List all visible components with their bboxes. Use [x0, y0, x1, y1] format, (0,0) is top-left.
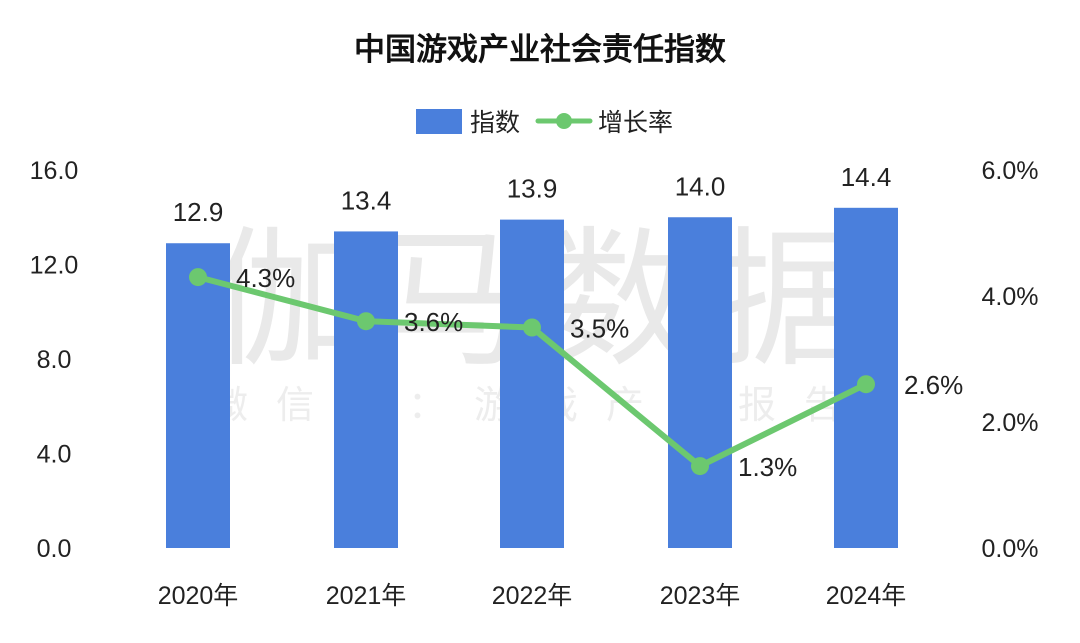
- line-point: [691, 457, 709, 476]
- legend: 指数 增长率: [416, 108, 673, 137]
- chart-title: 中国游戏产业社会责任指数: [354, 32, 726, 68]
- y-left-tick-label: 4.0: [37, 441, 72, 469]
- bar-value-label: 13.4: [341, 185, 392, 215]
- x-tick-label: 2023年: [660, 582, 741, 610]
- y-left-tick-label: 8.0: [37, 346, 72, 374]
- y-left-tick-label: 12.0: [30, 252, 79, 280]
- line-value-label: 4.3%: [236, 263, 295, 293]
- bar-value-label: 13.9: [507, 174, 558, 204]
- x-tick-label: 2024年: [826, 582, 907, 610]
- line-value-label: 2.6%: [904, 370, 963, 400]
- line-value-label: 1.3%: [738, 452, 797, 482]
- data-labels: 12.9 13.4 13.9 14.0 14.4 4.3% 3.6% 3.5% 1.3% 2.6%: [173, 162, 964, 482]
- bar-series: [166, 207, 898, 549]
- bar: [668, 217, 732, 548]
- line-point: [357, 312, 375, 331]
- line-point: [189, 268, 207, 287]
- line-value-label: 3.6%: [404, 307, 463, 337]
- bar: [334, 231, 398, 549]
- x-tick-label: 2022年: [492, 582, 573, 610]
- legend-swatch-bar: [416, 109, 462, 134]
- y-left-tick-label: 16.0: [30, 157, 79, 185]
- line-series: [189, 268, 875, 476]
- bar-value-label: 14.4: [841, 162, 892, 192]
- y-right-tick-label: 0.0%: [982, 535, 1039, 563]
- line-point: [523, 318, 541, 337]
- legend-marker-line: [556, 113, 572, 129]
- bar-value-label: 14.0: [675, 171, 726, 201]
- x-tick-label: 2020年: [158, 582, 239, 610]
- bar: [500, 219, 564, 549]
- y-left-tick-label: 0.0: [37, 535, 72, 563]
- bar-value-label: 12.9: [173, 197, 224, 227]
- bar: [166, 243, 230, 549]
- legend-label-line: 增长率: [598, 108, 673, 137]
- line-point: [857, 375, 875, 394]
- x-tick-label: 2021年: [326, 582, 407, 610]
- legend-label-bar: 指数: [470, 108, 520, 137]
- y-right-tick-label: 2.0%: [982, 409, 1039, 437]
- y-right-tick-label: 4.0%: [982, 283, 1039, 311]
- line-value-label: 3.5%: [570, 314, 629, 344]
- axes: 0.0 4.0 8.0 12.0 16.0 0.0% 2.0% 4.0% 6.0% 2020年 20…: [30, 157, 1039, 610]
- y-right-tick-label: 6.0%: [982, 157, 1039, 185]
